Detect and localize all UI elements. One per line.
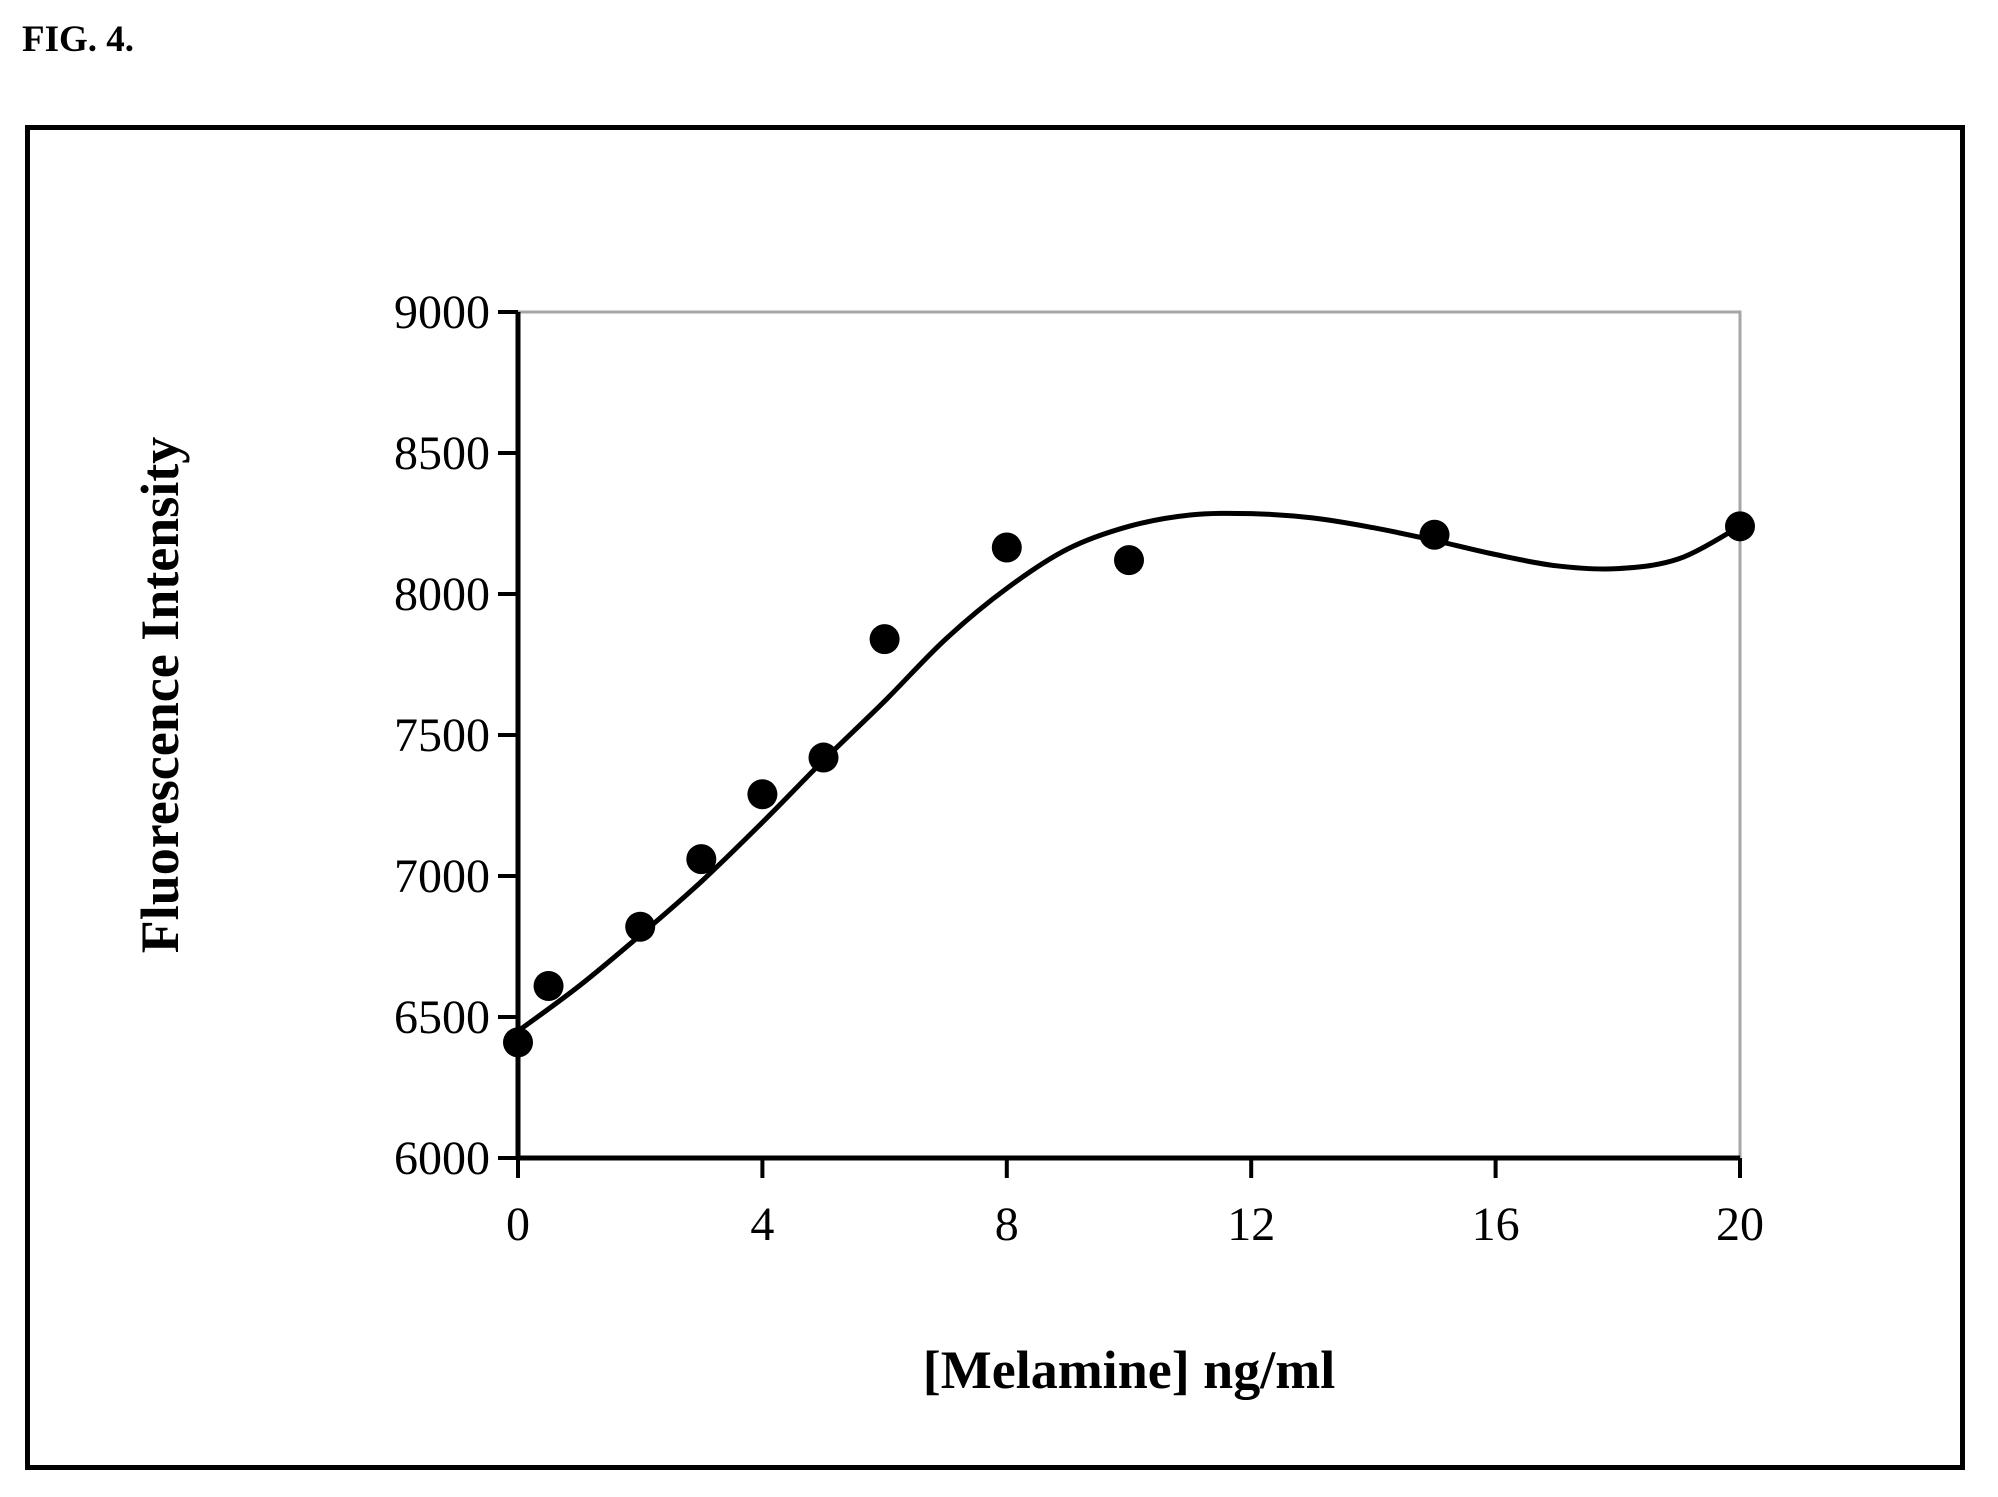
data-point [1725, 511, 1755, 542]
data-point [533, 970, 564, 1001]
x-ticks: 0 4 8 12 16 20 [506, 1158, 1764, 1251]
data-point [1419, 519, 1450, 550]
plot-area-border [516, 310, 1742, 1160]
data-point [625, 911, 656, 942]
x-tick-label: 4 [750, 1198, 774, 1251]
fit-curve [515, 510, 1743, 1034]
x-axis-title: [Melamine] ng/ml [923, 1340, 1335, 1400]
figure-frame [25, 125, 1965, 1470]
data-point [1114, 545, 1144, 576]
data-point [686, 844, 717, 875]
data-point [808, 742, 839, 773]
y-tick-label: 8500 [394, 427, 490, 480]
data-point [503, 1027, 533, 1058]
data-point [991, 532, 1022, 563]
y-tick-label: 6500 [394, 991, 490, 1044]
y-tick-label: 7500 [394, 709, 490, 762]
x-tick-label: 16 [1472, 1198, 1520, 1251]
figure-label: FIG. 4. [22, 19, 135, 60]
x-tick-label: 0 [506, 1198, 530, 1251]
data-point [869, 624, 900, 655]
y-ticks: 6000 6500 7000 7500 8000 8500 9000 [394, 286, 518, 1185]
y-tick-label: 6000 [394, 1132, 490, 1185]
y-tick-label: 9000 [394, 286, 490, 339]
axes [515, 312, 1740, 1161]
x-tick-label: 8 [995, 1198, 1019, 1251]
y-tick-label: 8000 [394, 568, 490, 621]
data-point [747, 779, 778, 810]
y-tick-label: 7000 [394, 850, 490, 903]
data-points [503, 511, 1755, 1058]
x-tick-label: 12 [1227, 1198, 1275, 1251]
x-tick-label: 20 [1716, 1198, 1764, 1251]
y-axis-title: Fluorescence Intensity [130, 437, 190, 953]
